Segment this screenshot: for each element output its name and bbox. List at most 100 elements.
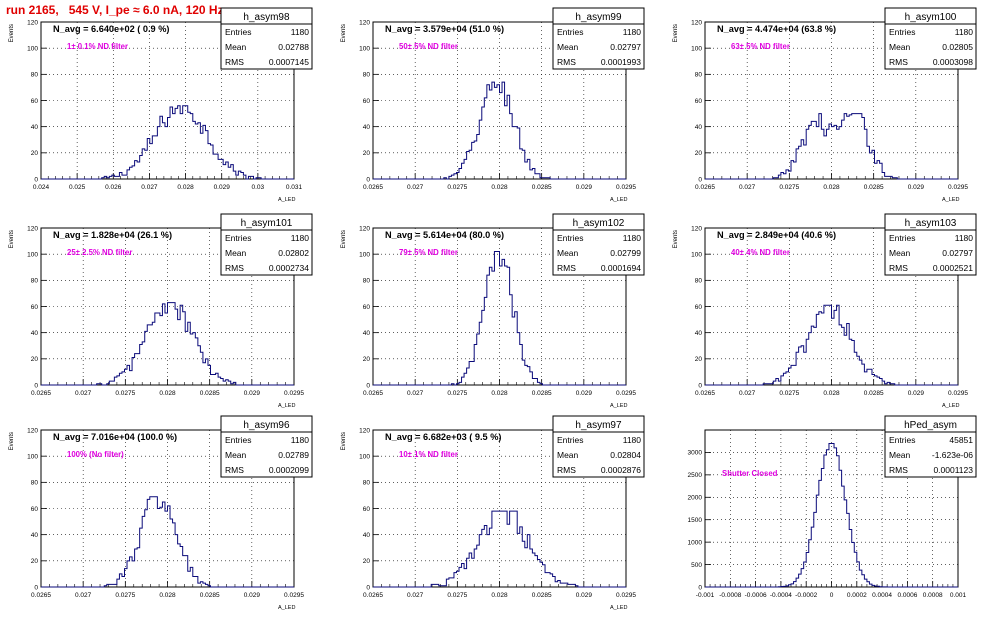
panel-h-asym100: 0.0265 0.027 0.0275 0.028 0.0285 0.029 0.0295 0… [664, 7, 996, 215]
stats-rms-label: RMS [225, 57, 244, 67]
y-tick-label: 120 [27, 427, 38, 434]
histogram-hped-asym: -0.001 -0.0008 -0.0006 -0.0004 -0.0002 0 0.000… [688, 415, 977, 599]
x-tick-label: 0.0008 [923, 592, 943, 599]
histogram-h-asym97: 0.0265 0.027 0.0275 0.028 0.0285 0.029 0.0295 0… [341, 415, 645, 611]
stats-title: h_asym102 [573, 218, 625, 229]
x-tick-label: 0.029 [576, 390, 593, 397]
stats-title: h_asym101 [241, 218, 293, 229]
filter-label: 79± 5% ND filter [399, 248, 458, 257]
stats-box [552, 415, 645, 478]
navg-label: N_avg = 6.640e+02 ( 0.9 %) [53, 24, 169, 34]
filter-label: 10± 1% ND filter [399, 450, 458, 459]
histogram-h-asym100: 0.0265 0.027 0.0275 0.028 0.0285 0.029 0.0295 0… [673, 7, 977, 203]
y-tick-label: 0 [366, 382, 370, 389]
x-tick-label: 0.027 [407, 592, 424, 599]
x-axis-title: A_LED [278, 605, 295, 611]
histogram-line [373, 81, 626, 180]
stats-rms-label: RMS [225, 263, 244, 273]
x-tick-label: 0.0295 [948, 184, 968, 191]
y-axis-title: Events [341, 24, 347, 42]
stats-title: h_asym96 [243, 420, 290, 431]
x-tick-label: 0.029 [576, 592, 593, 599]
histogram-line [373, 251, 626, 386]
y-tick-label: 100 [359, 251, 370, 258]
stats-box [220, 213, 313, 276]
y-tick-label: 3000 [688, 450, 703, 457]
y-tick-label: 60 [363, 98, 371, 105]
y-tick-label: 40 [31, 124, 39, 131]
stats-entries-value: 1180 [623, 435, 642, 445]
x-tick-label: 0.031 [286, 184, 303, 191]
stats-title: h_asym103 [905, 218, 957, 229]
histogram-h-asym98: 0.024 0.025 0.026 0.027 0.028 0.029 0.03 0.031 0… [9, 7, 313, 203]
histogram-h-asym96: 0.0265 0.027 0.0275 0.028 0.0285 0.029 0.0295 0… [9, 415, 313, 611]
x-tick-label: 0.027 [407, 390, 424, 397]
x-axis-title: A_LED [278, 197, 295, 203]
y-tick-label: 1500 [688, 517, 703, 524]
stats-mean-value: 0.02789 [278, 450, 309, 460]
y-tick-label: 80 [695, 72, 703, 79]
x-tick-label: 0.0265 [363, 390, 383, 397]
y-axis-title: Events [341, 432, 347, 450]
x-tick-label: 0.0285 [200, 390, 220, 397]
y-tick-label: 60 [31, 98, 39, 105]
y-tick-label: 20 [695, 150, 703, 157]
panel-h-asym103: 0.0265 0.027 0.0275 0.028 0.0285 0.029 0.0295 0… [664, 213, 996, 421]
filter-label: Shutter Closed [722, 469, 778, 478]
stats-rms-value: 0.0001694 [601, 263, 641, 273]
y-tick-label: 2000 [688, 495, 703, 502]
x-tick-label: 0.0275 [779, 390, 799, 397]
x-tick-label: 0.0295 [948, 390, 968, 397]
histogram-line [705, 442, 958, 588]
x-tick-label: 0.0006 [897, 592, 917, 599]
y-tick-label: 80 [363, 480, 371, 487]
x-tick-label: 0.0285 [532, 184, 552, 191]
y-tick-label: 60 [31, 304, 39, 311]
stats-box [884, 213, 977, 276]
stats-rms-value: 0.0002521 [933, 263, 973, 273]
stats-mean-value: 0.02802 [278, 248, 309, 258]
stats-box [220, 7, 313, 70]
navg-label: N_avg = 7.016e+04 (100.0 %) [53, 432, 177, 442]
x-tick-label: 0.028 [823, 184, 840, 191]
stats-rms-value: 0.0002099 [269, 465, 309, 475]
stats-rms-label: RMS [889, 263, 908, 273]
y-tick-label: 20 [31, 356, 39, 363]
x-tick-label: 0.0265 [31, 390, 51, 397]
navg-label: N_avg = 6.682e+03 ( 9.5 %) [385, 432, 501, 442]
histogram-h-asym103: 0.0265 0.027 0.0275 0.028 0.0285 0.029 0.0295 0… [673, 213, 977, 409]
x-axis-title: A_LED [610, 197, 627, 203]
panel-hped-asym: -0.001 -0.0008 -0.0006 -0.0004 -0.0002 0 0.000… [664, 415, 996, 623]
y-tick-label: 100 [27, 45, 38, 52]
x-tick-label: 0.028 [177, 184, 194, 191]
y-tick-label: 0 [698, 382, 702, 389]
x-tick-label: -0.001 [696, 592, 715, 599]
histogram-h-asym101: 0.0265 0.027 0.0275 0.028 0.0285 0.029 0.0295 0… [9, 213, 313, 409]
y-tick-label: 40 [363, 330, 371, 337]
y-tick-label: 2500 [688, 472, 703, 479]
x-tick-label: 0.0265 [695, 390, 715, 397]
stats-entries-label: Entries [225, 435, 251, 445]
x-tick-label: 0.0265 [695, 184, 715, 191]
stats-mean-value: 0.02797 [610, 42, 641, 52]
y-tick-label: 60 [695, 304, 703, 311]
y-tick-label: 40 [695, 330, 703, 337]
y-tick-label: 20 [363, 150, 371, 157]
y-tick-label: 60 [695, 98, 703, 105]
stats-title: h_asym99 [575, 12, 622, 23]
stats-entries-label: Entries [225, 233, 251, 243]
y-tick-label: 20 [31, 558, 39, 565]
x-tick-label: 0.0275 [115, 390, 135, 397]
x-tick-label: 0.029 [244, 592, 261, 599]
y-tick-label: 80 [695, 278, 703, 285]
stats-title: h_asym100 [905, 12, 957, 23]
y-tick-label: 120 [691, 19, 702, 26]
x-tick-label: -0.0002 [795, 592, 817, 599]
x-tick-label: 0.025 [69, 184, 86, 191]
navg-label: N_avg = 2.849e+04 (40.6 %) [717, 230, 836, 240]
x-tick-label: 0.026 [105, 184, 122, 191]
x-axis-title: A_LED [610, 605, 627, 611]
stats-rms-value: 0.0001123 [933, 465, 973, 475]
y-tick-label: 20 [31, 150, 39, 157]
stats-rms-value: 0.0002734 [269, 263, 309, 273]
